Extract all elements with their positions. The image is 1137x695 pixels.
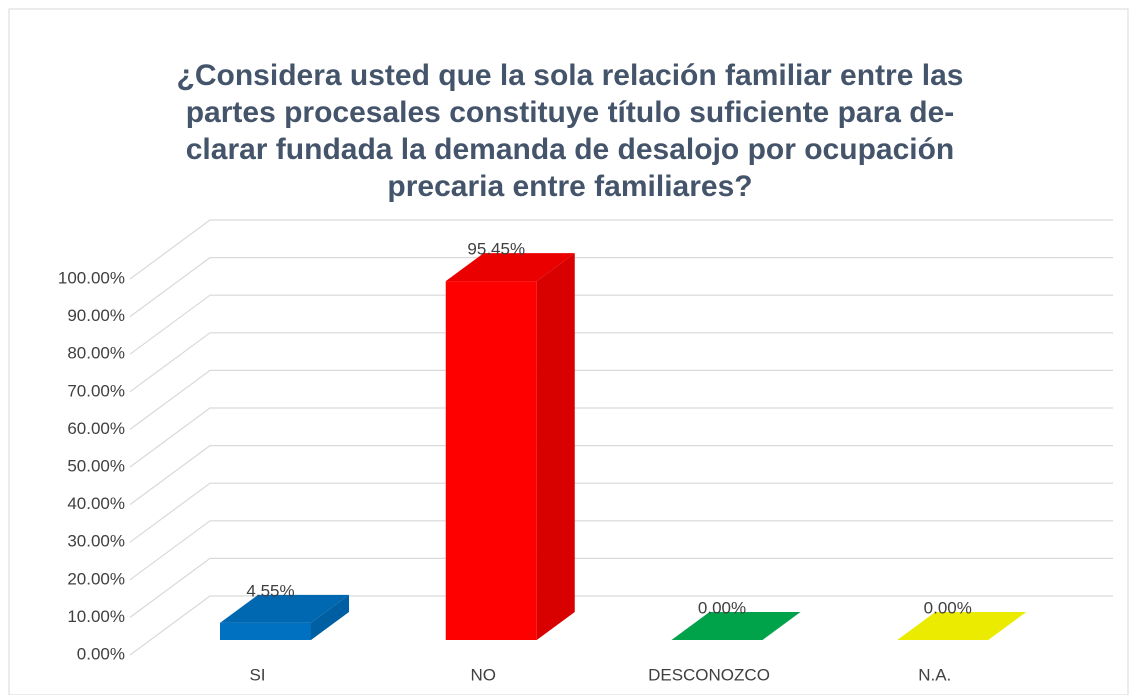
value-label: 4.55% <box>246 581 294 600</box>
bar <box>220 594 349 640</box>
grid-line <box>129 557 1113 618</box>
grid-line <box>129 407 1113 468</box>
y-tick-label: 30.00% <box>67 532 125 551</box>
y-tick-label: 50.00% <box>67 456 125 475</box>
bar-top <box>445 253 575 282</box>
bar-top <box>671 612 801 640</box>
x-tick-label: NO <box>471 665 497 684</box>
chart-title: clarar fundada la demanda de desalojo po… <box>186 133 955 166</box>
grid-line <box>129 595 1113 656</box>
y-tick-label: 10.00% <box>67 607 125 626</box>
y-tick-label: 20.00% <box>67 569 125 588</box>
grid-line <box>129 369 1113 430</box>
y-tick-label: 60.00% <box>67 419 125 438</box>
bar-side <box>536 253 575 640</box>
bar <box>671 612 801 640</box>
bar <box>897 612 1027 640</box>
grid-line <box>129 257 1113 318</box>
grid-line <box>129 332 1113 393</box>
y-tick-label: 40.00% <box>67 494 125 513</box>
bar-side <box>311 594 349 640</box>
bar-front <box>220 622 311 640</box>
grid-line <box>129 520 1113 581</box>
chart-title: ¿Considera usted que la sola relación fa… <box>177 59 964 92</box>
x-tick-label: DESCONOZCO <box>648 665 770 684</box>
x-tick-label: SI <box>249 665 265 684</box>
y-tick-label: 80.00% <box>67 344 125 363</box>
bar-front <box>445 281 537 640</box>
y-tick-label: 100.00% <box>58 268 125 287</box>
y-tick-label: 90.00% <box>67 306 125 325</box>
y-tick-label: 0.00% <box>77 644 125 663</box>
value-label: 0.00% <box>698 598 746 617</box>
x-tick-label: N.A. <box>918 665 951 684</box>
y-tick-label: 70.00% <box>67 381 125 400</box>
value-label: 0.00% <box>924 598 972 617</box>
value-label: 95.45% <box>467 240 525 259</box>
grid-line <box>129 219 1113 280</box>
bar <box>445 253 575 640</box>
grid-line <box>129 445 1113 506</box>
chart-title: partes procesales constituye título sufi… <box>186 96 955 129</box>
bar-top <box>220 594 349 623</box>
grid-line <box>129 482 1113 543</box>
chart-title: precaria entre familiares? <box>387 170 752 203</box>
grid-line <box>129 294 1113 355</box>
bar-top <box>897 612 1027 640</box>
